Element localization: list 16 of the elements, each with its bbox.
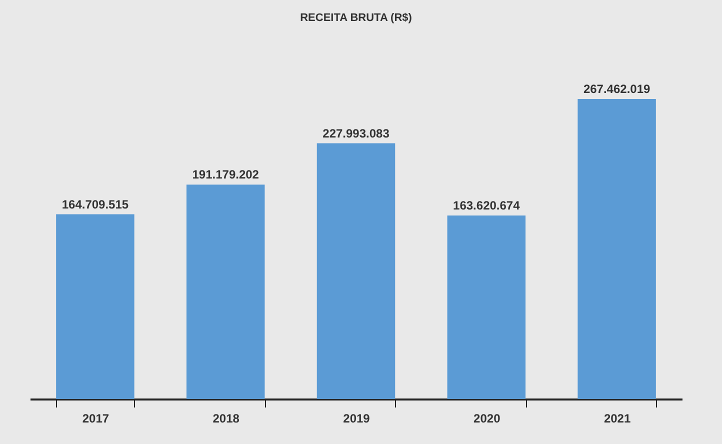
data-label: 267.462.019 <box>583 82 650 96</box>
bar <box>447 215 526 399</box>
data-label: 163.620.674 <box>453 198 520 212</box>
x-tick-label: 2018 <box>212 412 240 426</box>
data-label: 227.993.083 <box>322 126 390 140</box>
bar <box>316 143 396 399</box>
data-label: 164.709.515 <box>62 197 129 212</box>
x-tick-label: 2017 <box>82 412 110 426</box>
x-tick-label: 2019 <box>343 412 370 426</box>
x-tick-label: 2020 <box>474 412 501 426</box>
bar <box>56 214 134 399</box>
chart-title: RECEITA BRUTA (R$) <box>300 12 412 24</box>
bar <box>578 99 656 399</box>
bar <box>186 184 265 399</box>
data-label: 191.179.202 <box>192 168 260 182</box>
x-tick-label: 2021 <box>604 412 631 426</box>
